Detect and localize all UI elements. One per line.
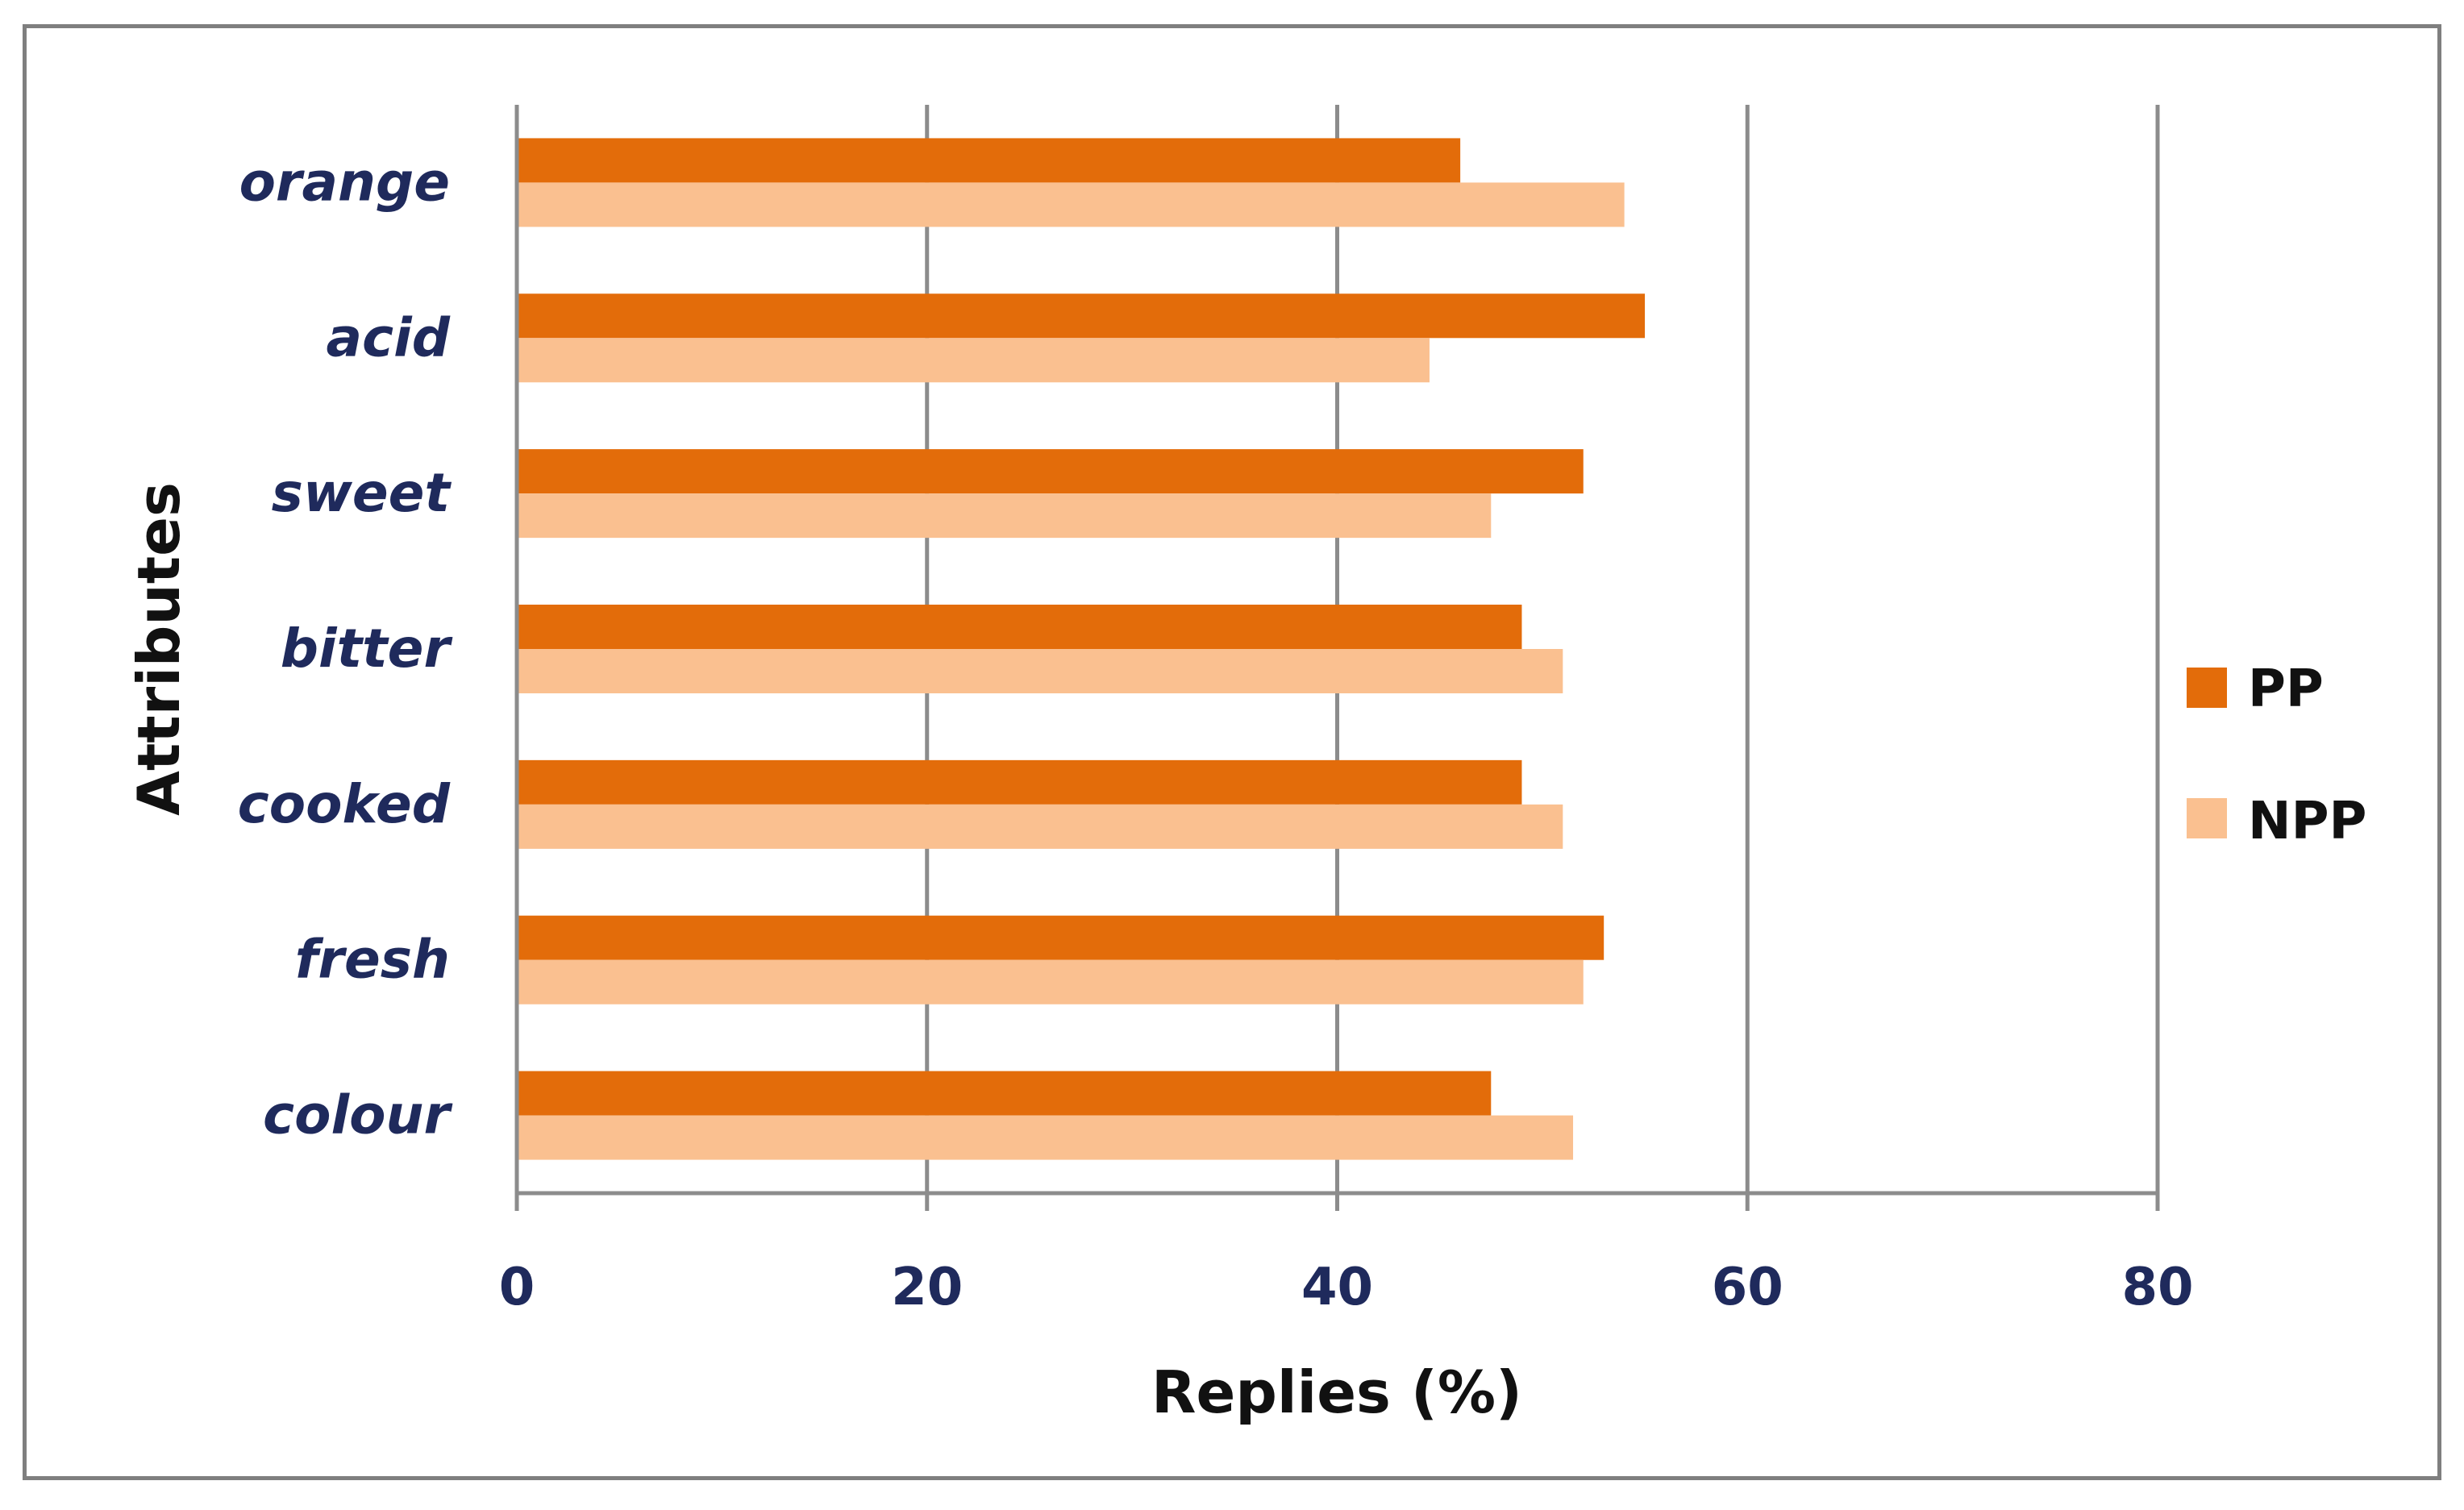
x-tick-label-20: 20 (891, 1258, 963, 1317)
bar-pp-orange (517, 138, 1461, 183)
x-tick-label-0: 0 (499, 1258, 535, 1317)
legend-label-npp: NPP (2248, 792, 2366, 851)
bar-npp-bitter (517, 649, 1563, 693)
y-category-label-orange: orange (239, 151, 450, 213)
y-category-label-acid: acid (326, 306, 450, 368)
axes (514, 105, 2160, 1211)
y-category-label-fresh: fresh (295, 929, 450, 991)
y-axis-title: Attributes (125, 482, 193, 816)
legend-swatch-npp (2187, 798, 2227, 838)
bar-npp-acid (517, 338, 1430, 383)
x-axis-title: Replies (%) (1151, 1358, 1522, 1426)
bar-pp-cooked (517, 759, 1522, 805)
legend-label-pp: PP (2248, 659, 2324, 719)
bar-npp-orange (517, 182, 1625, 227)
chart-frame (23, 24, 2441, 1480)
bar-pp-colour (517, 1071, 1492, 1116)
bar-pp-bitter (517, 605, 1522, 649)
y-category-label-bitter: bitter (281, 618, 453, 680)
y-category-label-colour: colour (263, 1084, 452, 1146)
legend-swatch-pp (2187, 668, 2227, 708)
bar-pp-sweet (517, 449, 1584, 494)
bar-npp-colour (517, 1115, 1574, 1160)
x-tick-label-60: 60 (1712, 1258, 1783, 1317)
bars (517, 138, 1646, 1160)
y-category-label-sweet: sweet (272, 462, 452, 524)
bar-pp-acid (517, 293, 1646, 339)
x-tick-label-40: 40 (1301, 1258, 1373, 1317)
y-category-label-cooked: cooked (238, 773, 451, 835)
x-tick-label-80: 80 (2121, 1258, 2193, 1317)
labels: 0 20 40 60 80 orange acid sweet bitter cooked fres… (238, 151, 2194, 1317)
bar-npp-cooked (517, 804, 1563, 849)
bar-pp-fresh (517, 915, 1605, 960)
bar-npp-sweet (517, 493, 1492, 539)
legend: PP NPP (2187, 659, 2366, 851)
bar-npp-fresh (517, 959, 1584, 1005)
